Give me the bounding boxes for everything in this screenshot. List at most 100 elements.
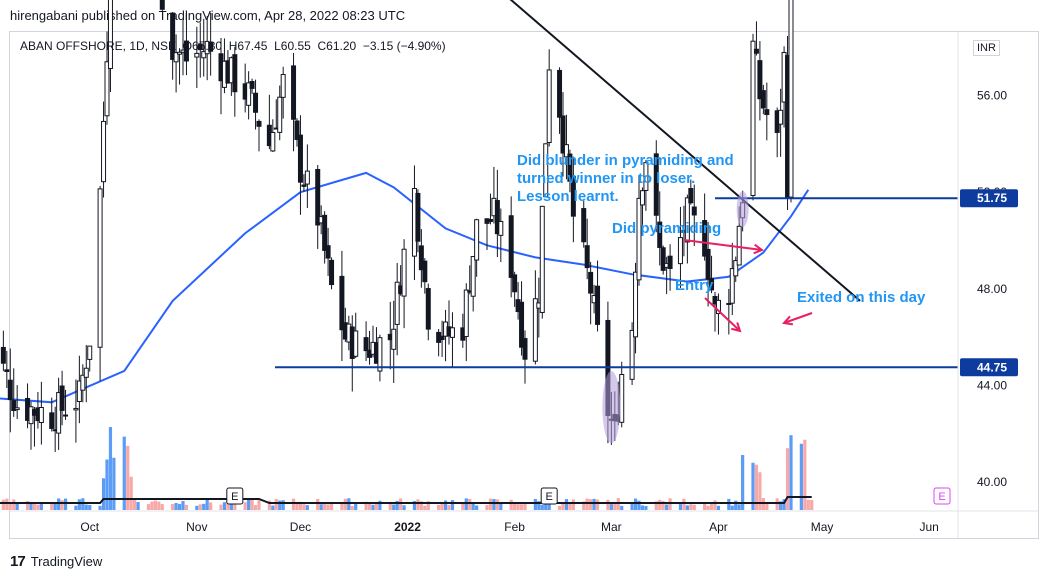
volume-bar — [654, 501, 658, 510]
candle — [463, 283, 469, 362]
candle-body — [101, 120, 107, 183]
candle — [557, 67, 563, 134]
footer-brand[interactable]: 17 TradingView — [10, 553, 102, 570]
entry-arrow-icon — [704, 297, 742, 333]
volume-bar — [291, 498, 296, 510]
low-highlight — [602, 371, 621, 444]
volume-bar — [222, 502, 227, 510]
volume-bar — [12, 499, 16, 510]
volume-bar — [399, 498, 403, 510]
volume-bar — [129, 476, 133, 510]
candle — [581, 200, 587, 248]
candle-body — [560, 115, 566, 154]
volume-bar — [709, 503, 714, 510]
candle-body — [197, 43, 203, 51]
candle — [508, 196, 514, 298]
volume-bar — [475, 505, 479, 510]
volume-bar — [25, 501, 30, 510]
volume-bar — [63, 498, 68, 510]
candle-body — [329, 259, 335, 286]
level-price-label: 44.75 — [960, 358, 1018, 377]
candle — [567, 149, 573, 193]
volume-bar — [703, 501, 707, 510]
candle-body — [539, 205, 545, 313]
time-tick-label: May — [811, 520, 834, 534]
candle — [80, 364, 86, 403]
upcoming-earnings-icon: E — [933, 487, 951, 505]
volume-bar — [171, 504, 175, 510]
volume-bar — [364, 501, 368, 510]
candle — [63, 389, 69, 420]
volume-bar — [60, 500, 64, 510]
candle — [56, 377, 62, 450]
volume-bar — [316, 499, 320, 510]
volume-bar — [495, 499, 499, 510]
volume-bar — [302, 504, 306, 510]
entry-highlight — [736, 191, 749, 228]
candle-body — [177, 51, 183, 55]
candle-body — [715, 299, 721, 315]
volume-bar — [589, 499, 593, 510]
candle — [639, 187, 645, 225]
volume-bar — [630, 502, 634, 510]
candle-body — [498, 220, 504, 236]
volume-bar — [195, 505, 199, 510]
volume-bar — [153, 500, 157, 510]
candle — [636, 175, 642, 286]
candle — [584, 218, 590, 280]
volume-bar — [392, 504, 396, 510]
candle-body — [280, 74, 286, 98]
volume-bar — [564, 499, 569, 510]
volume-bar — [219, 504, 223, 510]
candle — [519, 281, 525, 356]
candle — [7, 348, 13, 433]
candle-body — [643, 162, 649, 191]
arrow-shaft — [683, 239, 763, 251]
volume-bar — [412, 500, 417, 510]
volume-bar — [754, 464, 759, 510]
volume-bar — [727, 498, 731, 510]
volume-bar — [751, 462, 755, 510]
volume-bar — [77, 499, 81, 510]
volume-bar — [247, 498, 251, 510]
candle-body — [439, 335, 445, 341]
candle — [415, 189, 421, 253]
candle — [546, 49, 552, 147]
volume-bar — [447, 505, 451, 510]
volume-bar — [616, 498, 620, 510]
volume-bar — [609, 504, 613, 510]
earnings-marker-label: E — [231, 491, 238, 503]
candle — [436, 328, 442, 357]
candle — [277, 85, 283, 141]
legend-open: O65.30 — [182, 39, 223, 53]
arrow-shaft — [704, 297, 741, 332]
legend-symbol: ABAN OFFSHORE, 1D, NSE — [20, 39, 177, 53]
volume-bar — [519, 504, 524, 510]
candle-body — [353, 330, 359, 357]
candle-body — [633, 271, 639, 338]
candle — [729, 242, 735, 316]
candle — [733, 256, 739, 282]
candle — [570, 156, 576, 243]
volume-bar — [685, 505, 689, 510]
candle-body — [546, 69, 552, 144]
candle — [760, 84, 766, 115]
candle-body — [14, 407, 20, 411]
volume-bar — [305, 505, 309, 510]
volume-bar — [544, 499, 548, 510]
candle-body — [246, 82, 252, 106]
candle — [633, 262, 639, 354]
footer-brand-label: TradingView — [30, 554, 103, 569]
volume-bar — [278, 500, 282, 510]
candle — [684, 194, 690, 264]
candle — [280, 66, 286, 119]
volume-bar — [471, 502, 475, 510]
candle-body — [519, 301, 525, 348]
volume-bar — [367, 504, 372, 510]
currency-button[interactable]: INR — [973, 40, 1000, 56]
candle — [301, 174, 307, 192]
candle-body — [636, 197, 642, 281]
volume-bar — [388, 501, 392, 510]
